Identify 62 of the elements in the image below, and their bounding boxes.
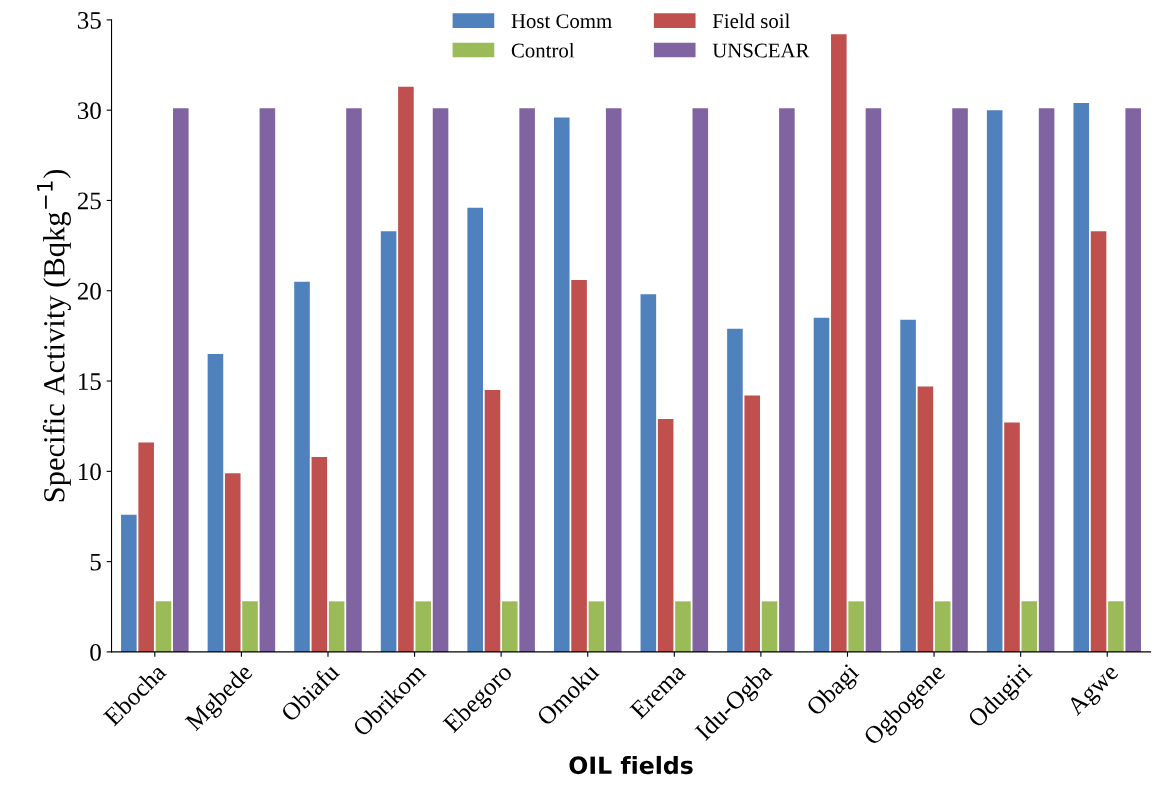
bar <box>1090 231 1107 652</box>
bar <box>346 108 362 652</box>
bar <box>813 317 830 652</box>
bar <box>398 86 414 652</box>
bar <box>294 281 310 652</box>
y-tick-label: 25 <box>77 192 101 210</box>
bar <box>848 601 864 652</box>
bar <box>900 319 916 652</box>
bar <box>224 473 241 652</box>
bar <box>1073 102 1090 652</box>
bar <box>1108 601 1124 652</box>
bar <box>986 110 1003 652</box>
bar <box>605 108 622 652</box>
bar <box>242 601 258 652</box>
bar <box>831 34 847 652</box>
legend-label: UNSCEAR <box>712 43 810 58</box>
bar <box>173 108 189 652</box>
x-axis-title: OIL fields <box>569 755 693 775</box>
bar <box>640 294 657 652</box>
bar <box>744 395 761 652</box>
bar <box>571 279 587 652</box>
bar <box>207 353 224 652</box>
bar <box>761 601 778 652</box>
y-tick-label: 35 <box>78 11 101 29</box>
bar <box>675 601 691 652</box>
legend-label: Control <box>511 42 575 58</box>
bar <box>259 108 276 652</box>
bar <box>657 418 674 652</box>
bar <box>467 207 483 652</box>
bar <box>1004 422 1020 652</box>
bar <box>779 108 795 652</box>
bar <box>1038 108 1055 652</box>
bar <box>311 456 328 652</box>
y-tick-label: 15 <box>79 373 101 390</box>
y-tick-label: 10 <box>79 463 101 481</box>
bar <box>138 442 154 652</box>
y-tick-label: 30 <box>78 102 101 120</box>
legend-label: Field soil <box>712 13 790 29</box>
bar <box>484 390 501 652</box>
bar <box>380 231 397 652</box>
bar <box>553 117 570 652</box>
bar <box>1021 601 1038 652</box>
bar <box>328 601 345 652</box>
y-tick-label: 20 <box>77 282 101 300</box>
bar <box>519 108 535 652</box>
bar <box>588 601 605 652</box>
bar <box>865 108 882 652</box>
y-axis-title: Specific Activity (Bqkg$^{−1}$) <box>37 169 71 502</box>
bar <box>432 108 449 652</box>
bar <box>727 328 743 652</box>
bar <box>1125 108 1141 652</box>
bar <box>502 601 518 652</box>
bar <box>692 108 709 652</box>
bar <box>155 601 172 652</box>
bar <box>952 108 968 652</box>
bar <box>121 514 137 652</box>
legend-label: Host Comm <box>511 14 612 29</box>
y-tick-label: 0 <box>90 643 101 661</box>
bar <box>917 386 934 652</box>
bar <box>415 601 432 652</box>
y-tick-label: 5 <box>90 553 101 571</box>
bar <box>934 601 951 652</box>
